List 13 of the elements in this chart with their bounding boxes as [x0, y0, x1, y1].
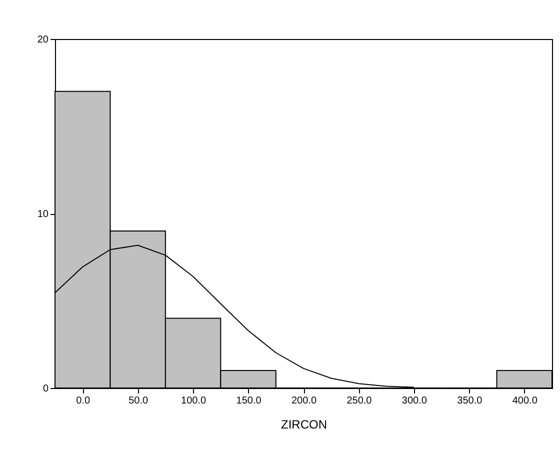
x-tick-label: 300.0	[402, 396, 428, 406]
x-tick-label: 100.0	[181, 396, 207, 406]
y-tick-label: 10	[37, 209, 49, 220]
y-tick-label: 20	[37, 34, 49, 46]
x-tick-label: 350.0	[457, 396, 483, 406]
y-tick-label: 0	[42, 384, 49, 394]
x-tick-label: 50.0	[128, 396, 148, 406]
x-tick-label: 150.0	[236, 396, 262, 406]
x-axis-title: ZIRCON	[281, 418, 327, 432]
x-tick-label: 250.0	[346, 396, 372, 406]
x-tick-label: 0.0	[76, 396, 90, 406]
x-tick-label: 200.0	[291, 396, 317, 406]
x-tick-label: 400.0	[512, 396, 538, 406]
